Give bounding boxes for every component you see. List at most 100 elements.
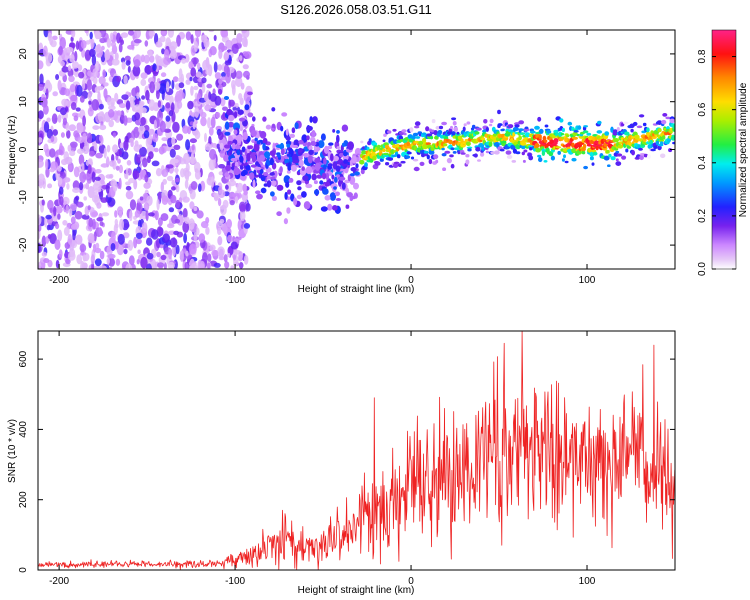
- spectrogram-cell: [425, 126, 430, 132]
- spectrogram-cell: [73, 166, 80, 178]
- spectrogram-cell: [176, 133, 184, 141]
- spectrogram-cell: [166, 175, 174, 182]
- spectrogram-cell: [269, 172, 275, 176]
- spectrogram-cell: [332, 155, 339, 162]
- spectrogram-cell: [165, 115, 171, 122]
- spectrogram-cell: [314, 162, 321, 171]
- spectrogram-cell: [361, 150, 367, 155]
- spectrogram-cell: [63, 177, 71, 183]
- spectrogram-cell: [224, 131, 231, 136]
- spectrogram-cell: [38, 137, 43, 143]
- spectrogram-cell: [277, 154, 281, 158]
- spectrogram-cell: [347, 141, 354, 151]
- spectrogram-cell: [162, 178, 167, 185]
- spectrogram-cell: [539, 128, 544, 134]
- spectrogram-cell: [529, 147, 533, 151]
- spectrogram-cell: [178, 68, 183, 79]
- spectrogram-cell: [139, 105, 144, 114]
- spectrogram-cell: [75, 107, 81, 112]
- spectrogram-cell: [222, 223, 228, 234]
- spectrogram-cell: [95, 152, 103, 159]
- spectrogram-cell: [197, 259, 203, 269]
- spectrogram-cell: [99, 124, 107, 131]
- spectrogram-cell: [117, 182, 121, 189]
- spectrogram-cell: [94, 44, 102, 53]
- spectrogram-cell: [156, 251, 161, 258]
- spectrogram-cell: [205, 69, 213, 76]
- spectrogram-cell: [49, 148, 56, 158]
- spectrogram-cell: [41, 235, 47, 248]
- spectrogram-cell: [662, 135, 666, 140]
- spectrogram-cell: [460, 138, 464, 143]
- spectrogram-cell: [245, 164, 251, 171]
- spectrogram-cell: [476, 127, 482, 131]
- spectrogram-cell: [535, 147, 541, 153]
- spectrogram-cell: [115, 223, 119, 229]
- spectrogram-cell: [140, 72, 148, 79]
- spectrogram-cell: [218, 248, 224, 260]
- colorbar: 0.0 0.2 0.4 0.6 0.8 Normalized spectral ampl…: [697, 29, 749, 276]
- spectrogram-cell: [255, 161, 259, 166]
- spectrogram-cell: [571, 157, 577, 162]
- spectrogram-cell: [336, 130, 340, 134]
- spectrogram-cell: [98, 103, 104, 110]
- spectrogram-cell: [118, 103, 127, 109]
- colorbar-tick-label: 0.8: [697, 49, 708, 63]
- spectrogram-cell: [347, 174, 351, 182]
- spectrogram-cell: [448, 139, 453, 145]
- spectrogram-cell: [283, 175, 291, 184]
- x-tick-label: 0: [408, 275, 414, 286]
- spectrogram-cell: [537, 116, 542, 122]
- spectrogram-cell: [173, 144, 181, 150]
- spectrogram-cell: [238, 262, 244, 269]
- spectrogram-cell: [155, 54, 160, 61]
- spectrogram-cell: [55, 74, 60, 80]
- spectrogram-cell: [60, 107, 67, 116]
- spectrogram-cell: [441, 147, 445, 151]
- spectrogram-cell: [217, 227, 222, 235]
- spectrogram-cell: [146, 237, 153, 246]
- spectrogram-cell: [538, 134, 542, 140]
- colorbar-tick-label: 0.2: [697, 209, 708, 223]
- spectrogram-cell: [173, 230, 180, 236]
- spectrogram-cell: [520, 141, 527, 146]
- spectrogram-cell: [101, 45, 105, 51]
- spectrogram-cell: [190, 262, 198, 269]
- spectrogram-cell: [145, 210, 149, 222]
- spectrogram-cell: [514, 124, 520, 128]
- spectrogram-cell: [185, 79, 191, 85]
- spectrogram-cell: [310, 136, 316, 142]
- spectrogram-cell: [320, 206, 328, 212]
- spectrogram-cell: [242, 64, 249, 70]
- spectrogram-cell: [144, 174, 149, 183]
- spectrogram-cell: [528, 155, 534, 161]
- colorbar-tick-label: 0.4: [697, 155, 708, 169]
- spectrogram-cell: [184, 216, 190, 224]
- spectrogram-cell: [233, 129, 238, 135]
- spectrogram-cell: [482, 129, 487, 133]
- spectrogram-cell: [114, 92, 119, 102]
- snr-y-ticks: 0 200 400 600: [18, 350, 675, 573]
- spectrogram-cell: [111, 58, 120, 66]
- spectrogram-cell: [370, 152, 376, 157]
- spectrogram-cell: [190, 34, 194, 44]
- spectrogram-x-label: Height of straight line (km): [298, 284, 415, 295]
- spectrogram-cell: [68, 164, 73, 171]
- spectrogram-cell: [125, 167, 129, 180]
- spectrogram-cell: [360, 140, 364, 144]
- spectrogram-cell: [314, 189, 320, 196]
- spectrogram-cell: [96, 217, 104, 222]
- spectrogram-cell: [152, 133, 159, 143]
- spectrogram-cell: [153, 147, 159, 153]
- x-tick-label: -100: [225, 275, 245, 286]
- spectrogram-cell: [148, 151, 154, 160]
- spectrogram-cell: [175, 90, 183, 103]
- spectrogram-cell: [99, 37, 106, 44]
- spectrogram-cell: [553, 138, 559, 144]
- spectrogram-cell: [83, 196, 87, 201]
- spectrogram-cell: [632, 121, 638, 126]
- spectrogram-cell: [41, 199, 45, 206]
- spectrogram-cell: [264, 151, 271, 159]
- spectrogram-cell: [244, 51, 252, 59]
- spectrogram-cell: [630, 128, 634, 133]
